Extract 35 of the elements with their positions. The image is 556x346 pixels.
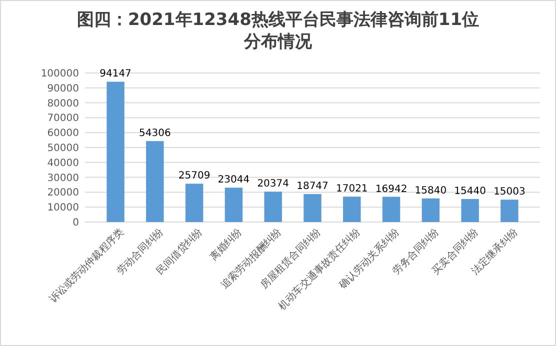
bar xyxy=(106,82,124,222)
bar xyxy=(500,200,518,222)
data-label: 25709 xyxy=(178,170,210,182)
bar xyxy=(422,198,440,222)
x-tick-label: 离婚纠纷 xyxy=(208,226,244,263)
data-label: 15003 xyxy=(494,186,526,198)
bar xyxy=(343,196,361,222)
y-tick-label: 10000 xyxy=(47,202,79,214)
data-label: 17021 xyxy=(336,184,368,195)
data-label: 16942 xyxy=(375,184,408,195)
bar xyxy=(146,141,164,222)
y-tick-label: 70000 xyxy=(47,113,79,124)
chart-title: 图四：2021年12348热线平台民事法律咨询前11位分布情况 xyxy=(76,10,480,52)
data-label: 15840 xyxy=(414,185,447,196)
y-tick-label: 90000 xyxy=(47,83,79,94)
bar xyxy=(382,196,400,222)
data-label: 94147 xyxy=(100,68,132,80)
y-tick-label: 100000 xyxy=(40,68,79,80)
bar xyxy=(461,198,479,222)
bar xyxy=(185,184,204,222)
y-tick-label: 40000 xyxy=(47,158,79,169)
bar xyxy=(264,192,282,222)
data-label: 54306 xyxy=(139,128,171,140)
bar xyxy=(224,188,243,222)
y-tick-label: 20000 xyxy=(47,188,79,199)
y-tick-label: 80000 xyxy=(47,98,79,110)
bar xyxy=(304,194,322,222)
data-label: 15440 xyxy=(454,186,486,197)
y-tick-label: 50000 xyxy=(47,143,79,154)
y-tick-label: 30000 xyxy=(47,172,79,184)
data-label: 18747 xyxy=(296,181,328,192)
y-tick-label: 0 xyxy=(72,218,79,228)
y-tick-label: 60000 xyxy=(47,128,79,140)
data-label: 23044 xyxy=(218,174,250,186)
data-label: 20374 xyxy=(257,178,290,190)
